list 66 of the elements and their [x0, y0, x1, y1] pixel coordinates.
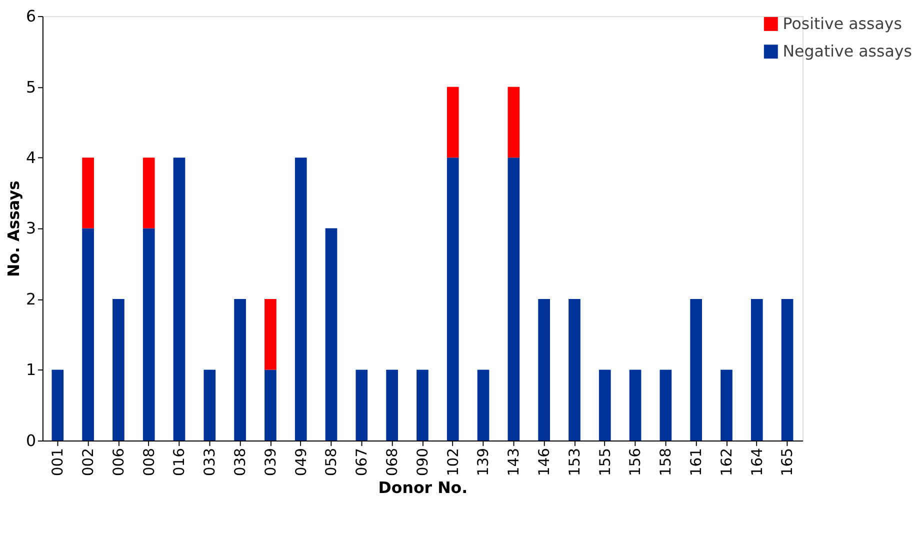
bar: [173, 158, 186, 441]
x-tick-label: 068: [384, 448, 402, 476]
bar: [508, 86, 520, 158]
bar: [446, 158, 459, 441]
bar: [446, 86, 459, 158]
y-tick-label: 5: [26, 77, 36, 96]
bar: [416, 370, 428, 441]
x-tick-label: 049: [292, 448, 310, 476]
x-tick-label: 067: [354, 448, 371, 476]
bar: [477, 370, 490, 441]
bar: [660, 370, 672, 441]
x-axis-title: Donor No.: [378, 478, 468, 497]
bar: [720, 370, 732, 441]
bar: [750, 299, 763, 441]
bar: [690, 299, 702, 441]
x-tick-label: 001: [50, 448, 67, 476]
bar: [386, 370, 398, 441]
y-tick-label: 1: [26, 360, 36, 380]
y-tick-label: 2: [26, 289, 36, 308]
x-tick-label: 155: [596, 448, 614, 476]
x-tick-label: 165: [779, 448, 796, 476]
x-tick-label: 002: [80, 448, 97, 476]
x-tick-label: 139: [475, 448, 492, 476]
x-tick-label: 038: [232, 448, 249, 476]
y-tick-label: 4: [26, 148, 36, 167]
x-tick-label: 016: [171, 448, 188, 476]
x-tick-label: 006: [110, 448, 128, 476]
bar: [52, 370, 64, 441]
x-tick-label: 008: [140, 448, 158, 476]
legend-label: Positive assays: [782, 14, 902, 33]
x-tick-label: 143: [506, 448, 523, 476]
y-tick-label: 0: [26, 430, 36, 450]
x-tick-label: 146: [536, 448, 554, 476]
bar: [82, 158, 94, 228]
x-tick-label: 102: [444, 448, 462, 476]
x-tick-label: 158: [658, 448, 675, 476]
x-tick-label: 161: [688, 448, 706, 476]
bar: [508, 158, 520, 441]
bar: [356, 370, 368, 441]
bar: [538, 299, 550, 441]
legend-label: Negative assays: [782, 42, 912, 61]
bar: [294, 158, 307, 441]
bar: [598, 370, 611, 441]
bar: [234, 299, 246, 441]
bar: [568, 299, 580, 441]
x-tick-label: 033: [202, 448, 219, 476]
bar: [112, 299, 124, 441]
bar: [82, 228, 94, 441]
bar: [325, 228, 338, 441]
x-tick-label: 039: [262, 448, 280, 476]
bar: [142, 228, 155, 441]
bar: [781, 299, 794, 441]
bar: [264, 299, 276, 370]
y-tick-label: 3: [26, 218, 36, 238]
bar: [629, 370, 642, 441]
bar: [264, 370, 276, 441]
bar: [142, 158, 155, 228]
bar: [204, 370, 216, 441]
x-tick-label: 162: [718, 448, 736, 476]
x-tick-label: 058: [323, 448, 340, 476]
y-tick-label: 6: [26, 6, 36, 26]
x-tick-label: 153: [566, 448, 584, 476]
y-axis-title: No. Assays: [4, 180, 24, 277]
x-tick-label: 090: [414, 448, 432, 476]
x-tick-label: 156: [627, 448, 644, 476]
x-tick-label: 164: [748, 448, 766, 476]
